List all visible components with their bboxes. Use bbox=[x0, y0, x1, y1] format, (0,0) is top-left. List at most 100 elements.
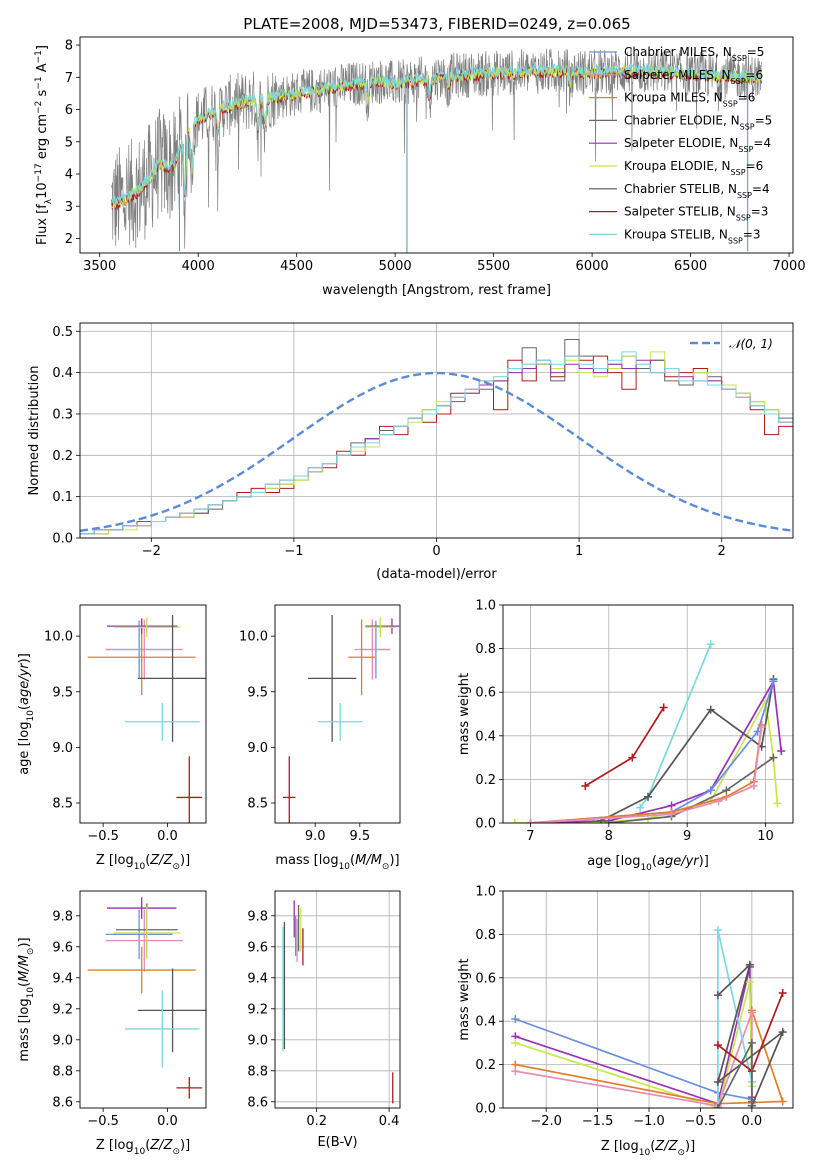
y-axis-label: mass weight bbox=[457, 958, 472, 1040]
y-tick-label: 10.0 bbox=[239, 630, 268, 645]
y-tick-label: 0.0 bbox=[475, 817, 496, 832]
weight-line bbox=[530, 724, 763, 823]
weight-line bbox=[639, 643, 712, 809]
x-tick-label: 8 bbox=[605, 829, 613, 844]
label-part: 10 bbox=[26, 987, 36, 999]
label-part: ( bbox=[652, 854, 657, 869]
label-part: Z/Z bbox=[149, 853, 173, 868]
label-part: ⊙ bbox=[382, 862, 390, 872]
legend-label-main: Kroupa STELIB, N bbox=[624, 227, 728, 241]
label-part: )] bbox=[685, 1139, 695, 1154]
legend-label-main: Kroupa MILES, N bbox=[624, 91, 723, 105]
weight-line bbox=[514, 698, 779, 823]
weight-line bbox=[515, 966, 753, 1105]
y-tick-label: 9.2 bbox=[247, 1002, 268, 1017]
y-tick-label: 9.8 bbox=[52, 909, 73, 924]
x-tick-label: 9 bbox=[683, 829, 691, 844]
x-tick-label: 0.2 bbox=[306, 1114, 327, 1129]
spectrum-panel: 3500 4000 4500 5000 5500 6000 6500 7000 2 3 4 5 6 7 8 C… bbox=[34, 36, 806, 298]
x-tick-label: 10 bbox=[757, 829, 774, 844]
x-tick-label: 0.0 bbox=[157, 829, 178, 844]
label-part: )] bbox=[699, 854, 709, 869]
y-axis-label: mass [log10(M/M⊙)] bbox=[17, 937, 36, 1061]
errorbars bbox=[87, 897, 206, 1099]
weight-line bbox=[515, 981, 753, 1108]
y-tick-label: 8.5 bbox=[52, 796, 73, 811]
label-part: )] bbox=[180, 853, 190, 868]
legend-label-sub: SSP bbox=[737, 190, 752, 199]
weight-line bbox=[530, 726, 763, 823]
legend-label-sub: SSP bbox=[738, 145, 753, 154]
histogram-step bbox=[80, 351, 793, 538]
x-tick-label: −1.5 bbox=[582, 1114, 614, 1129]
x-tick-label: 9.5 bbox=[349, 829, 370, 844]
figure-title: PLATE=2008, MJD=53473, FIBERID=0249, z=0… bbox=[243, 15, 630, 33]
axes-frame bbox=[502, 890, 794, 1109]
y-tick-label: 2 bbox=[65, 232, 73, 247]
y-tick-label: 0.0 bbox=[475, 1102, 496, 1117]
label-part: age [log bbox=[17, 722, 32, 775]
legend-label: Salpeter MILES, NSSP=6 bbox=[624, 68, 763, 86]
weight-line bbox=[608, 756, 774, 823]
x-axis-label: Z [log10(Z/Z⊙)] bbox=[96, 1138, 190, 1157]
y-tick-label: 9.0 bbox=[52, 1033, 73, 1048]
age-vs-mass-panel: 9.0 9.5 8.5 9.0 9.5 10.0 mass [log10(M/M⊙)] bbox=[239, 604, 401, 872]
label-part: )] bbox=[17, 653, 32, 663]
model-spectrum bbox=[111, 66, 762, 210]
x-tick-label: 7 bbox=[526, 829, 534, 844]
legend-label: Kroupa STELIB, NSSP=3 bbox=[624, 227, 761, 245]
axes-frame bbox=[79, 604, 207, 824]
y-tick-label: 5 bbox=[65, 135, 73, 150]
y-tick-label: 8.8 bbox=[247, 1064, 268, 1079]
legend-label: Salpeter STELIB, NSSP=3 bbox=[624, 205, 768, 223]
axes-frame bbox=[79, 322, 794, 539]
x-axis-label: Z [log10(Z/Z⊙)] bbox=[96, 853, 190, 872]
label-part: E(B-V) bbox=[317, 1135, 357, 1150]
x-tick-label: −0.5 bbox=[685, 1114, 717, 1129]
x-tick-label: 2 bbox=[718, 544, 726, 559]
histogram-step bbox=[80, 355, 793, 538]
legend-label: 𝒩(0, 1) bbox=[729, 337, 773, 351]
label-part: )] bbox=[180, 1138, 190, 1153]
label-part: s bbox=[35, 89, 50, 100]
legend-label-main: Kroupa ELODIE, N bbox=[624, 159, 731, 173]
x-axis-label: (data-model)/error bbox=[376, 567, 497, 582]
y-tick-label: 8.8 bbox=[52, 1064, 73, 1079]
legend-label: Chabrier MILES, NSSP=5 bbox=[624, 45, 764, 63]
y-tick-label: 0.2 bbox=[475, 1058, 496, 1073]
y-tick-label: 9.0 bbox=[247, 741, 268, 756]
legend-label-sub: SSP bbox=[732, 54, 747, 63]
label-part: mass [log bbox=[275, 853, 338, 868]
label-part: Z/Z bbox=[654, 1139, 678, 1154]
axes-frame bbox=[274, 890, 401, 1109]
x-tick-label: −0.5 bbox=[87, 1114, 119, 1129]
x-tick-label: 0.4 bbox=[379, 1114, 400, 1129]
legend-label-tail: =3 bbox=[751, 205, 769, 219]
x-tick-label: 6000 bbox=[576, 259, 609, 274]
weight-line bbox=[530, 678, 783, 823]
y-tick-label: 9.0 bbox=[247, 1033, 268, 1048]
label-part: ( bbox=[17, 982, 32, 987]
weight-lines bbox=[510, 640, 786, 823]
legend-label-main: Salpeter MILES, N bbox=[624, 68, 731, 82]
y-axis-label: Flux [fλ10−17 erg cm−2 s−1 A−1] bbox=[34, 45, 54, 245]
weight-lines bbox=[511, 926, 787, 1108]
axes-frame bbox=[502, 604, 794, 824]
y-axis-label: Normed distribution bbox=[27, 366, 42, 496]
label-part: λ bbox=[44, 198, 54, 204]
age-vs-metallicity-panel: −0.5 0.08.59.09.510.0Z [log10(Z/Z⊙)]age [… bbox=[17, 604, 207, 872]
label-part: mass [log bbox=[17, 998, 32, 1061]
y-tick-label: 8.6 bbox=[247, 1095, 268, 1110]
x-tick-label: 4500 bbox=[280, 259, 313, 274]
legend-label-sub: SSP bbox=[731, 76, 746, 85]
label-part: −17 bbox=[34, 163, 44, 182]
label-part: 10 bbox=[35, 182, 50, 199]
y-tick-label: 0.4 bbox=[475, 1015, 496, 1030]
y-tick-label: 0.4 bbox=[52, 366, 73, 381]
y-tick-label: 0.8 bbox=[475, 928, 496, 943]
x-tick-label: −1.0 bbox=[633, 1114, 665, 1129]
legend-label-sub: SSP bbox=[736, 213, 751, 222]
label-part: ( bbox=[17, 705, 32, 710]
label-part: )] bbox=[17, 937, 32, 947]
y-tick-label: 4 bbox=[65, 168, 73, 183]
